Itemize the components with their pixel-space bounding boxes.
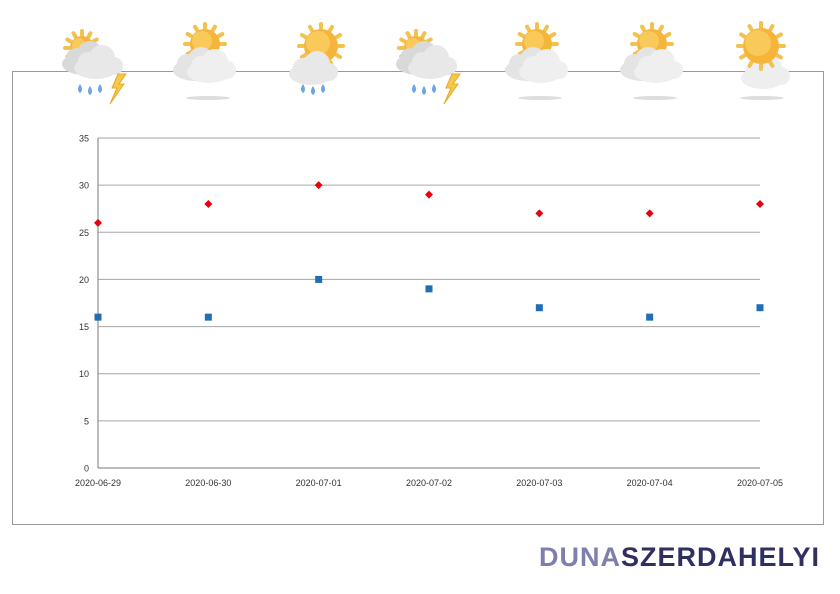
data-point-square — [535, 304, 543, 312]
storm-rain-icon — [386, 18, 476, 108]
y-tick-label: 0 — [84, 464, 89, 474]
data-point-square — [204, 313, 212, 321]
data-point-diamond — [645, 209, 654, 218]
y-tick-label: 20 — [79, 275, 89, 285]
data-point-diamond — [535, 209, 544, 218]
x-tick-label: 2020-06-30 — [185, 478, 231, 488]
logo-part-2: SZERDAHELYI — [620, 542, 820, 572]
data-point-diamond — [425, 190, 433, 199]
data-point-square — [756, 304, 764, 312]
site-logo: DUNASZERDAHELYI — [539, 542, 820, 573]
y-tick-label: 35 — [79, 134, 89, 144]
partly-cloudy-icon — [610, 18, 700, 108]
partly-cloudy-icon — [163, 18, 253, 108]
y-tick-label: 30 — [79, 181, 89, 191]
data-point-diamond — [314, 181, 323, 190]
x-tick-label: 2020-07-03 — [516, 478, 562, 488]
data-point-diamond — [756, 200, 764, 208]
rain-sun-icon — [275, 18, 365, 108]
data-point-square — [315, 275, 323, 283]
x-tick-label: 2020-07-02 — [406, 478, 452, 488]
y-tick-label: 15 — [79, 322, 89, 332]
storm-rain-icon — [52, 18, 142, 108]
logo-part-1: DUNA — [538, 542, 621, 572]
x-tick-label: 2020-06-29 — [75, 478, 121, 488]
chart-frame — [12, 71, 824, 525]
mostly-sunny-icon — [717, 18, 807, 108]
weather-icons-row — [0, 0, 840, 120]
data-point-diamond — [94, 218, 102, 227]
data-point-square — [646, 313, 654, 321]
y-tick-label: 5 — [84, 416, 89, 426]
x-tick-label: 2020-07-04 — [627, 478, 673, 488]
data-point-square — [94, 313, 102, 321]
partly-cloudy-icon — [495, 18, 585, 108]
x-tick-label: 2020-07-05 — [737, 478, 783, 488]
data-point-square — [425, 285, 433, 293]
y-tick-label: 25 — [79, 228, 89, 238]
x-tick-label: 2020-07-01 — [296, 478, 342, 488]
data-point-diamond — [204, 200, 213, 208]
y-tick-label: 10 — [79, 369, 89, 379]
